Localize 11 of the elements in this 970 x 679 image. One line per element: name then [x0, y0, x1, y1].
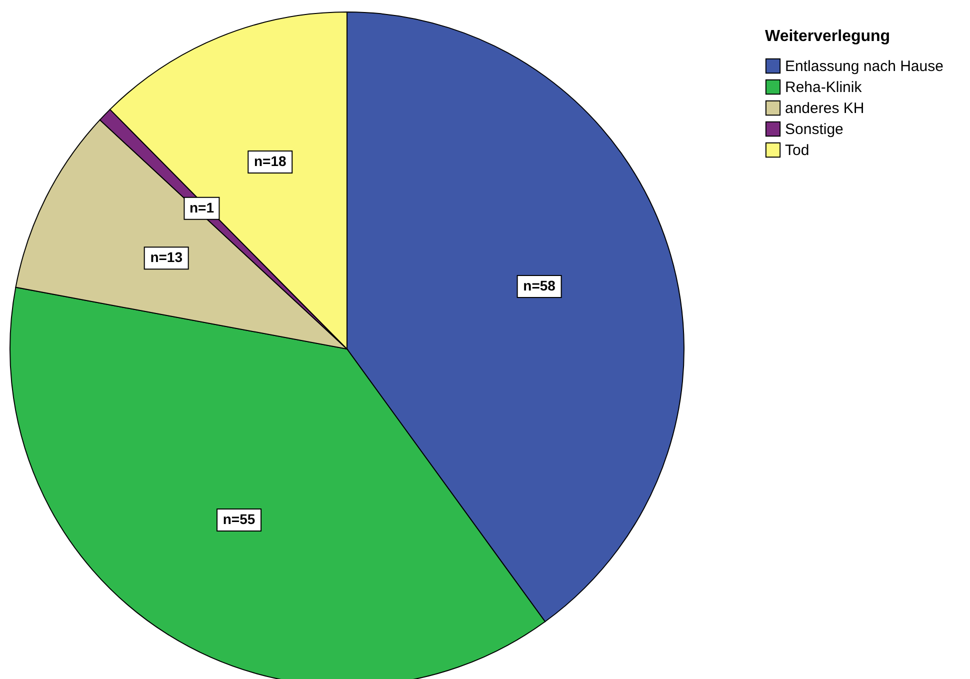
data-label: n=18	[254, 152, 286, 169]
data-label: n=58	[523, 278, 556, 294]
data-label: n=1	[189, 199, 214, 216]
legend-title: Weiterverlegung	[765, 28, 890, 45]
legend-label: Sonstige	[785, 121, 844, 138]
data-label: n=13	[150, 249, 183, 266]
legend-label: anderes KH	[785, 100, 864, 117]
legend-label: Tod	[785, 142, 810, 159]
data-label: n=55	[222, 510, 256, 527]
legend-label: Reha-Klinik	[785, 79, 862, 96]
legend-label: Entlassung nach Hause	[785, 58, 944, 75]
